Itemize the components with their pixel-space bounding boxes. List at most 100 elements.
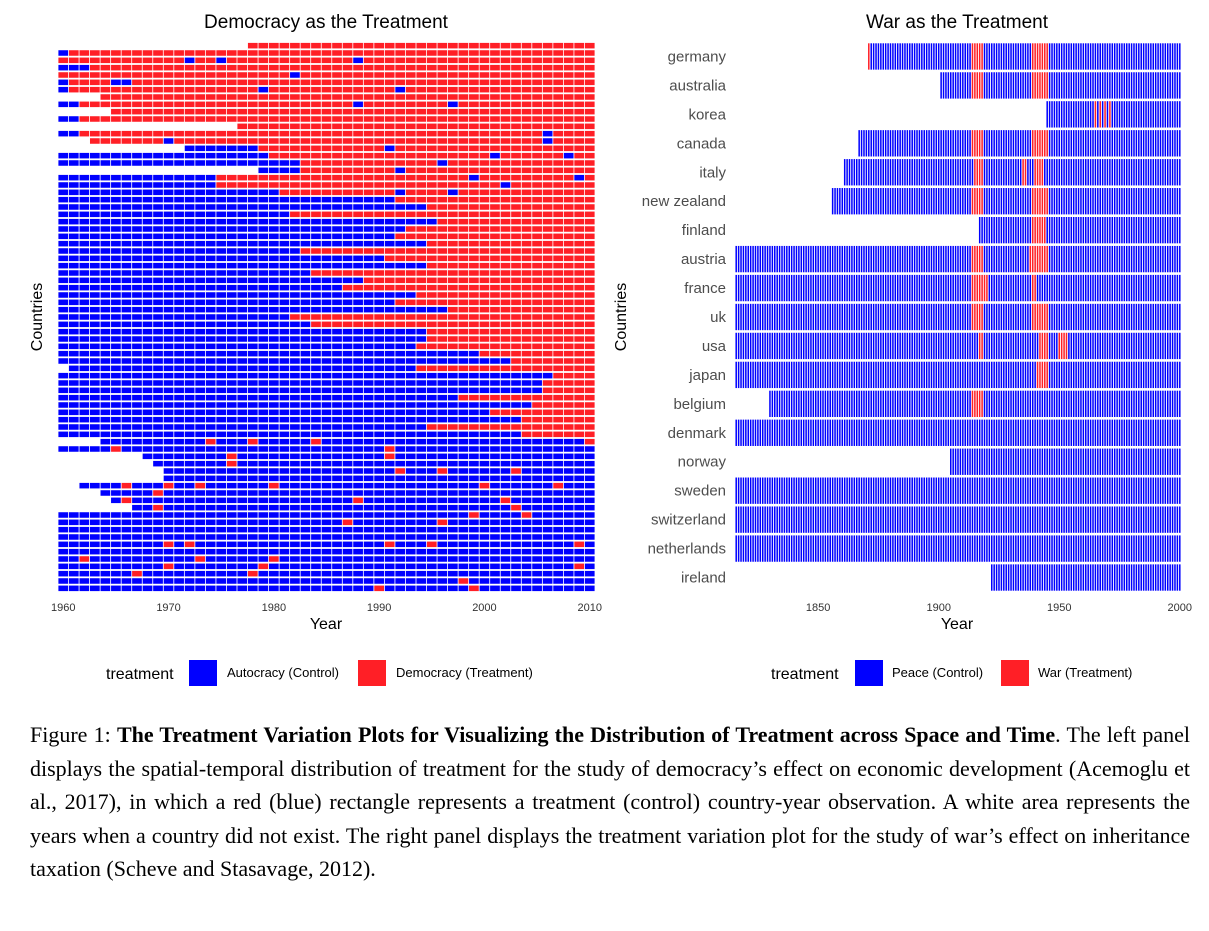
heatmap-cell — [153, 490, 163, 496]
heatmap-cell — [89, 578, 100, 584]
heatmap-cell — [916, 159, 918, 186]
heatmap-cell — [1041, 188, 1044, 215]
heatmap-cell — [500, 482, 511, 489]
heatmap-cell — [437, 453, 448, 460]
heatmap-cell — [1044, 188, 1046, 215]
heatmap-cell — [894, 245, 897, 273]
war-panel: War as the Treatment germanyaustraliakor… — [613, 12, 1192, 686]
heatmap-cell — [321, 284, 332, 291]
heatmap-cell — [913, 188, 916, 215]
heatmap-cell — [1070, 245, 1073, 273]
heatmap-cell — [490, 578, 500, 584]
heatmap-cell — [458, 526, 469, 533]
heatmap-cell — [1024, 274, 1027, 302]
heatmap-row — [58, 72, 595, 78]
heatmap-cell — [405, 174, 416, 181]
heatmap-cell — [163, 438, 174, 445]
heatmap-cell — [132, 563, 142, 570]
heatmap-cell — [1109, 216, 1111, 244]
heatmap-cell — [395, 152, 406, 159]
heatmap-cell — [469, 534, 479, 540]
heatmap-cell — [311, 526, 321, 533]
heatmap-cell — [1065, 274, 1068, 302]
heatmap-cell — [384, 446, 395, 452]
heatmap-cell — [1039, 216, 1041, 244]
heatmap-cell — [974, 274, 976, 302]
heatmap-cell — [405, 152, 416, 159]
heatmap-cell — [132, 292, 142, 298]
heatmap-cell — [437, 548, 448, 555]
heatmap-cell — [574, 116, 585, 122]
heatmap-cell — [532, 512, 542, 518]
heatmap-cell — [216, 152, 227, 159]
heatmap-cell — [458, 490, 469, 496]
heatmap-cell — [363, 446, 374, 452]
heatmap-cell — [353, 226, 363, 232]
heatmap-cell — [247, 534, 258, 540]
heatmap-cell — [174, 424, 184, 430]
heatmap-cell — [563, 145, 574, 152]
heatmap-cell — [290, 497, 300, 504]
heatmap-cell — [1147, 130, 1150, 157]
heatmap-cell — [426, 101, 437, 108]
heatmap-cell — [132, 394, 142, 401]
heatmap-cell — [532, 328, 542, 335]
heatmap-cell — [1179, 188, 1181, 215]
heatmap-cell — [332, 563, 342, 570]
heatmap-cell — [521, 358, 532, 364]
heatmap-cell — [542, 534, 553, 540]
heatmap-cell — [268, 306, 279, 313]
heatmap-cell — [574, 299, 585, 306]
heatmap-cell — [846, 303, 848, 331]
heatmap-cell — [174, 204, 184, 210]
heatmap-cell — [142, 182, 153, 188]
heatmap-cell — [184, 321, 195, 328]
heatmap-cell — [290, 541, 300, 548]
heatmap-cell — [300, 394, 311, 401]
heatmap-cell — [469, 255, 479, 262]
heatmap-cell — [1113, 101, 1116, 128]
heatmap-cell — [258, 189, 269, 196]
heatmap-cell — [174, 548, 184, 555]
heatmap-cell — [817, 274, 819, 302]
heatmap-cell — [1109, 159, 1111, 186]
heatmap-cell — [195, 402, 206, 408]
heatmap-cell — [384, 299, 395, 306]
heatmap-cell — [437, 248, 448, 254]
heatmap-cell — [142, 292, 153, 298]
heatmap-cell — [132, 482, 142, 489]
heatmap-cell — [860, 188, 863, 215]
heatmap-cell — [490, 504, 500, 511]
heatmap-cell — [353, 130, 363, 137]
heatmap-cell — [290, 130, 300, 137]
heatmap-cell — [458, 233, 469, 240]
heatmap-cell — [553, 350, 564, 357]
heatmap-cell — [384, 204, 395, 210]
heatmap-cell — [479, 42, 490, 49]
heatmap-cell — [584, 328, 595, 335]
heatmap-cell — [458, 204, 469, 210]
heatmap-cell — [542, 174, 553, 181]
heatmap-cell — [511, 446, 521, 452]
heatmap-cell — [447, 424, 458, 430]
heatmap-cell — [405, 350, 416, 357]
heatmap-row — [58, 50, 595, 56]
heatmap-cell — [142, 108, 153, 115]
heatmap-cell — [100, 541, 111, 548]
heatmap-cell — [374, 160, 385, 166]
heatmap-cell — [58, 79, 69, 86]
heatmap-cell — [237, 189, 248, 196]
heatmap-cell — [132, 526, 142, 533]
heatmap-cell — [153, 314, 163, 320]
heatmap-cell — [532, 189, 542, 196]
heatmap-cell — [363, 86, 374, 93]
heatmap-cell — [976, 43, 979, 70]
heatmap-cell — [100, 255, 111, 262]
heatmap-cell — [479, 497, 490, 504]
heatmap-cell — [469, 218, 479, 225]
heatmap-cell — [353, 248, 363, 254]
heatmap-cell — [426, 380, 437, 386]
heatmap-cell — [574, 482, 585, 489]
heatmap-cell — [1097, 245, 1099, 273]
heatmap-cell — [58, 292, 69, 298]
